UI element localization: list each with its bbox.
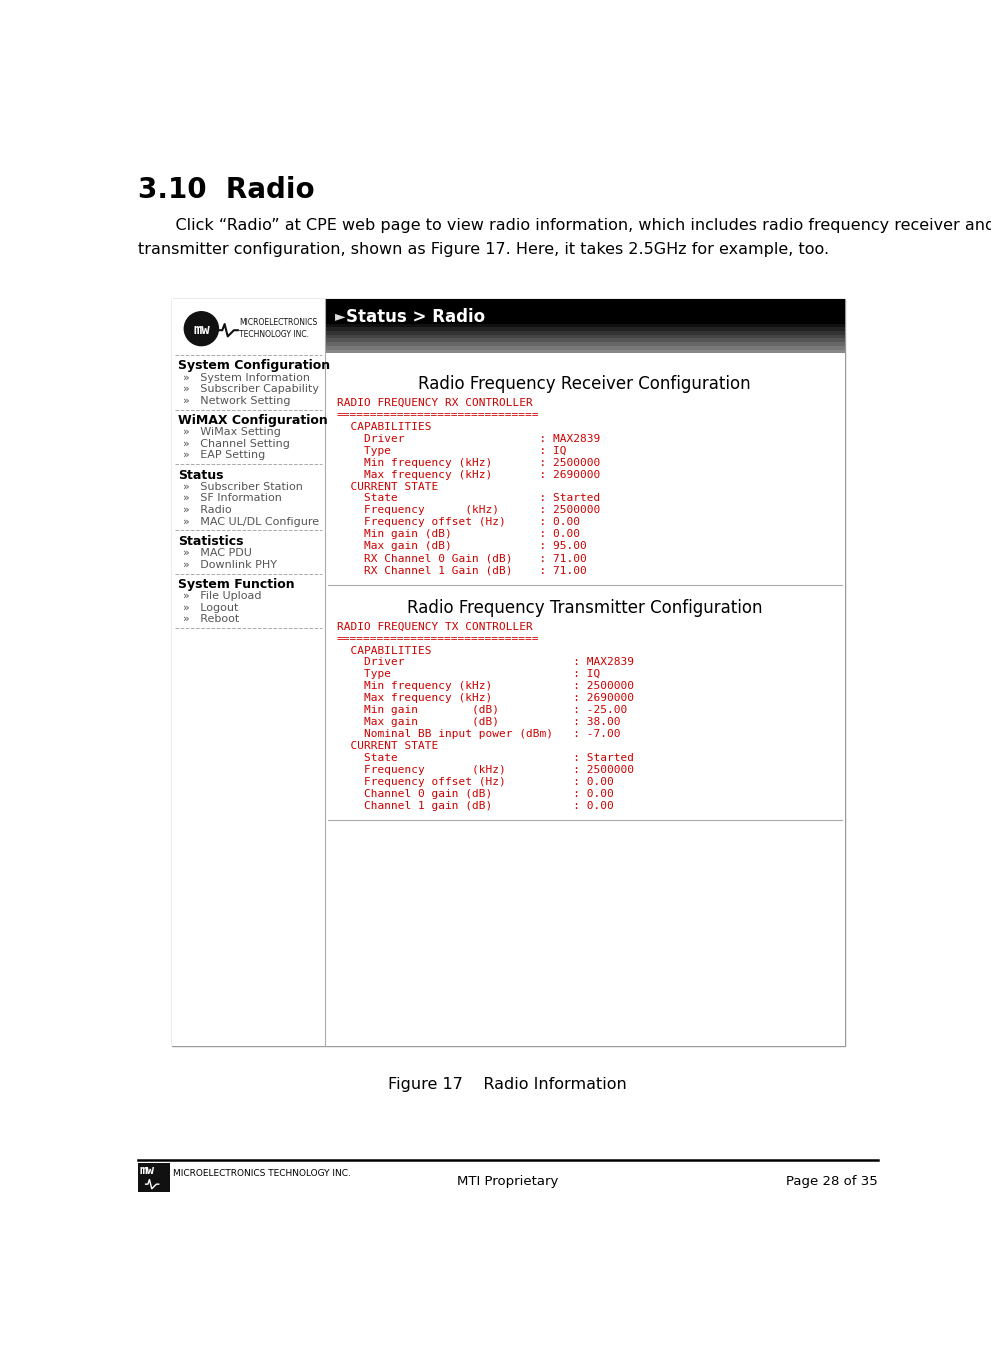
Text: Channel 0 gain (dB)            : 0.00: Channel 0 gain (dB) : 0.00 <box>337 789 613 798</box>
Text: System Configuration: System Configuration <box>178 360 330 372</box>
Text: Max gain (dB)             : 95.00: Max gain (dB) : 95.00 <box>337 541 587 551</box>
Text: »   Reboot: » Reboot <box>182 614 239 624</box>
FancyBboxPatch shape <box>325 342 844 346</box>
Text: »   MAC UL/DL Configure: » MAC UL/DL Configure <box>182 517 319 526</box>
FancyBboxPatch shape <box>171 299 325 1046</box>
FancyBboxPatch shape <box>325 327 844 331</box>
FancyBboxPatch shape <box>325 331 844 336</box>
Text: mw: mw <box>140 1164 155 1177</box>
Text: Min frequency (kHz)       : 2500000: Min frequency (kHz) : 2500000 <box>337 457 601 468</box>
Text: CAPABILITIES: CAPABILITIES <box>337 645 431 656</box>
Text: »   WiMax Setting: » WiMax Setting <box>182 428 280 437</box>
Text: RX Channel 1 Gain (dB)    : 71.00: RX Channel 1 Gain (dB) : 71.00 <box>337 566 587 575</box>
Text: CAPABILITIES: CAPABILITIES <box>337 422 431 432</box>
Text: Max gain        (dB)           : 38.00: Max gain (dB) : 38.00 <box>337 717 620 727</box>
Text: Page 28 of 35: Page 28 of 35 <box>786 1174 878 1188</box>
Text: Type                           : IQ: Type : IQ <box>337 670 601 679</box>
Text: 3.10  Radio: 3.10 Radio <box>138 176 314 204</box>
Text: RADIO FREQUENCY TX CONTROLLER: RADIO FREQUENCY TX CONTROLLER <box>337 621 533 632</box>
FancyBboxPatch shape <box>325 346 844 350</box>
Text: Nominal BB input power (dBm)   : -7.00: Nominal BB input power (dBm) : -7.00 <box>337 729 620 739</box>
Text: System Function: System Function <box>178 578 294 591</box>
Text: »   Radio: » Radio <box>182 505 232 515</box>
Text: »   Logout: » Logout <box>182 603 238 613</box>
Text: MTI Proprietary: MTI Proprietary <box>457 1174 558 1188</box>
Text: CURRENT STATE: CURRENT STATE <box>337 482 438 491</box>
Text: Min frequency (kHz)            : 2500000: Min frequency (kHz) : 2500000 <box>337 682 634 691</box>
Text: »   System Information: » System Information <box>182 372 310 383</box>
Text: Radio Frequency Transmitter Configuration: Radio Frequency Transmitter Configuratio… <box>407 598 762 617</box>
Text: »   Subscriber Station: » Subscriber Station <box>182 482 302 492</box>
Text: Type                      : IQ: Type : IQ <box>337 445 567 456</box>
FancyBboxPatch shape <box>325 353 844 1046</box>
Text: Frequency offset (Hz)     : 0.00: Frequency offset (Hz) : 0.00 <box>337 517 580 528</box>
Text: WiMAX Configuration: WiMAX Configuration <box>178 414 328 428</box>
Text: CURRENT STATE: CURRENT STATE <box>337 741 438 751</box>
Text: RX Channel 0 Gain (dB)    : 71.00: RX Channel 0 Gain (dB) : 71.00 <box>337 553 587 563</box>
Text: Frequency      (kHz)      : 2500000: Frequency (kHz) : 2500000 <box>337 506 601 515</box>
FancyBboxPatch shape <box>325 334 844 338</box>
Text: State                     : Started: State : Started <box>337 494 601 503</box>
Text: Channel 1 gain (dB)            : 0.00: Channel 1 gain (dB) : 0.00 <box>337 801 613 810</box>
Text: ==============================: ============================== <box>337 633 539 644</box>
Text: Max frequency (kHz)       : 2690000: Max frequency (kHz) : 2690000 <box>337 469 601 479</box>
Text: »   File Upload: » File Upload <box>182 591 262 601</box>
Text: Status > Radio: Status > Radio <box>346 308 486 326</box>
Text: MICROELECTRONICS
TECHNOLOGY INC.: MICROELECTRONICS TECHNOLOGY INC. <box>240 318 317 340</box>
Text: State                          : Started: State : Started <box>337 754 634 763</box>
Circle shape <box>184 311 218 345</box>
Text: »   SF Information: » SF Information <box>182 494 281 503</box>
Text: Statistics: Statistics <box>178 534 244 548</box>
Text: Driver                         : MAX2839: Driver : MAX2839 <box>337 658 634 667</box>
FancyBboxPatch shape <box>325 323 844 327</box>
Text: »   EAP Setting: » EAP Setting <box>182 451 265 460</box>
Text: MICROELECTRONICS TECHNOLOGY INC.: MICROELECTRONICS TECHNOLOGY INC. <box>173 1169 352 1177</box>
Text: transmitter configuration, shown as Figure 17. Here, it takes 2.5GHz for example: transmitter configuration, shown as Figu… <box>138 242 828 257</box>
Text: »   Channel Setting: » Channel Setting <box>182 438 289 449</box>
Text: Frequency offset (Hz)          : 0.00: Frequency offset (Hz) : 0.00 <box>337 777 613 787</box>
Text: Radio Frequency Receiver Configuration: Radio Frequency Receiver Configuration <box>418 375 751 392</box>
FancyBboxPatch shape <box>138 1162 170 1192</box>
Text: Max frequency (kHz)            : 2690000: Max frequency (kHz) : 2690000 <box>337 693 634 704</box>
Text: »   Network Setting: » Network Setting <box>182 395 290 406</box>
Text: Status: Status <box>178 469 224 482</box>
Text: »   Subscriber Capability: » Subscriber Capability <box>182 384 319 394</box>
Text: Min gain (dB)             : 0.00: Min gain (dB) : 0.00 <box>337 529 580 540</box>
FancyBboxPatch shape <box>171 299 844 1046</box>
Text: Driver                    : MAX2839: Driver : MAX2839 <box>337 434 601 444</box>
Text: »   Downlink PHY: » Downlink PHY <box>182 560 276 570</box>
Text: mw: mw <box>193 322 210 337</box>
Text: Min gain        (dB)           : -25.00: Min gain (dB) : -25.00 <box>337 705 627 716</box>
FancyBboxPatch shape <box>325 349 844 353</box>
FancyBboxPatch shape <box>325 338 844 342</box>
Text: Figure 17    Radio Information: Figure 17 Radio Information <box>388 1077 627 1092</box>
Text: RADIO FREQUENCY RX CONTROLLER: RADIO FREQUENCY RX CONTROLLER <box>337 398 533 409</box>
Text: »   MAC PDU: » MAC PDU <box>182 548 252 559</box>
Text: ==============================: ============================== <box>337 410 539 419</box>
Text: Frequency       (kHz)          : 2500000: Frequency (kHz) : 2500000 <box>337 764 634 775</box>
Text: Click “Radio” at CPE web page to view radio information, which includes radio fr: Click “Radio” at CPE web page to view ra… <box>155 218 991 233</box>
FancyBboxPatch shape <box>325 299 844 323</box>
Text: ►: ► <box>335 308 346 322</box>
